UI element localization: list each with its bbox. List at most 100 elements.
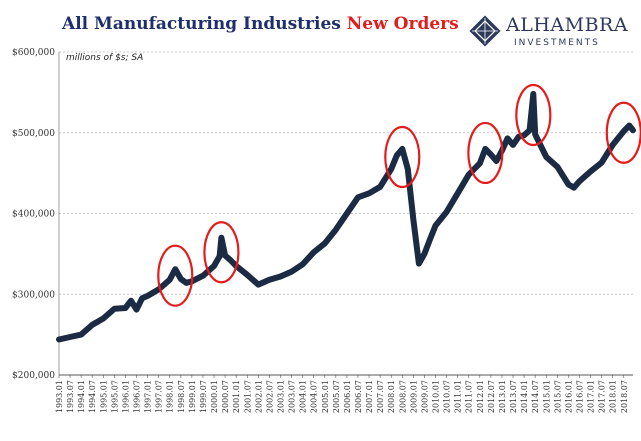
x-axis: 1993.01 1993.07 1994.01 1994.07 1995.01 1995.… [55,374,633,413]
data-point [628,124,630,126]
data-point [279,275,281,277]
data-point [506,137,508,139]
series-line [56,91,636,343]
highlight-circle [157,244,194,307]
data-point [578,180,580,182]
chart-title: All Manufacturing Industries New Orders [62,14,459,34]
x-tick-label: 1999.01 [188,380,197,413]
x-tick-label: 2012.07 [487,380,496,413]
data-point [230,259,232,261]
data-point [58,338,60,340]
x-tick-label: 2004.07 [310,380,319,413]
logo-subtitle: INVESTMENTS [514,38,600,48]
y-tick-label: $200,000 [12,371,55,381]
data-point [590,171,592,173]
data-point [532,93,534,95]
y-tick-label: $300,000 [12,290,55,300]
x-tick-label: 2000.07 [221,380,230,413]
data-point [567,183,569,185]
data-point [556,166,558,168]
x-tick-label: 2005.07 [332,380,341,413]
highlight-circle [467,121,504,185]
data-point [573,187,575,189]
units-note: millions of $s; SA [66,53,144,63]
x-tick-label: 2005.01 [321,380,330,413]
data-point [219,255,221,257]
x-tick-label: 2012.01 [476,380,485,413]
data-point [220,237,222,239]
company-logo: ALHAMBRA INVESTMENTS [468,14,638,56]
data-point [457,192,459,194]
data-point [141,297,143,299]
x-tick-label: 2011.01 [454,380,463,413]
x-tick-label: 2004.01 [299,380,308,413]
data-point [313,251,315,253]
x-tick-label: 2016.07 [575,380,584,413]
data-point [224,254,226,256]
data-point [623,130,625,132]
data-point [80,334,82,336]
x-tick-label: 1996.07 [133,380,142,413]
data-point [435,225,437,227]
data-point [91,324,93,326]
x-tick-label: 2014.01 [520,380,529,413]
x-tick-label: 2006.07 [354,380,363,413]
x-tick-label: 2002.07 [265,380,274,413]
data-point [202,275,204,277]
y-tick-label: $500,000 [12,129,55,139]
x-tick-label: 2017.07 [598,380,607,413]
data-point [423,253,425,255]
x-tick-label: 2000.01 [210,380,219,413]
x-tick-label: 2009.07 [420,380,429,413]
data-point [418,263,420,265]
x-tick-label: 2013.07 [509,380,518,413]
data-point [291,271,293,273]
x-tick-label: 2018.07 [620,380,629,413]
x-tick-label: 2014.07 [531,380,540,413]
highlight-circle [384,125,421,189]
data-point [324,242,326,244]
data-point [257,284,259,286]
data-point [518,136,520,138]
x-tick-label: 2008.01 [387,380,396,413]
x-tick-label: 1993.01 [55,380,64,413]
data-point [346,213,348,214]
x-tick-label: 2010.01 [432,380,441,413]
data-point [468,174,470,176]
x-tick-label: 1994.01 [77,380,86,413]
data-point [632,129,634,131]
x-tick-label: 2007.01 [365,380,374,413]
x-tick-label: 1997.07 [155,380,164,413]
x-tick-label: 1999.07 [199,380,208,413]
x-tick-label: 2001.07 [243,380,252,413]
x-tick-label: 2007.07 [376,380,385,413]
title-part-1: All Manufacturing Industries [62,14,341,34]
data-point [401,148,403,150]
grid-layer [59,51,633,295]
data-point [113,308,115,310]
data-point [174,268,176,270]
x-tick-label: 2017.01 [587,380,596,413]
x-tick-label: 1996.01 [121,380,130,413]
data-point [534,133,536,135]
data-point [495,160,497,162]
data-point [136,309,138,311]
data-point [390,168,392,170]
data-point [69,336,71,338]
x-tick-label: 2013.01 [498,380,507,413]
x-tick-label: 2009.01 [409,380,418,413]
highlight-layer [157,83,641,307]
data-point [302,263,304,265]
x-tick-label: 2008.07 [398,380,407,413]
highlight-circle [515,83,552,147]
x-tick-label: 1995.07 [110,380,119,413]
data-point [446,211,448,213]
data-point [512,144,514,146]
x-tick-label: 2003.07 [288,380,297,413]
x-tick-label: 2016.01 [564,380,573,413]
y-axis: $200,000 $300,000 $400,000 $500,000 $600,000 [12,48,60,381]
data-point [368,192,370,194]
y-tick-label: $600,000 [12,48,55,58]
